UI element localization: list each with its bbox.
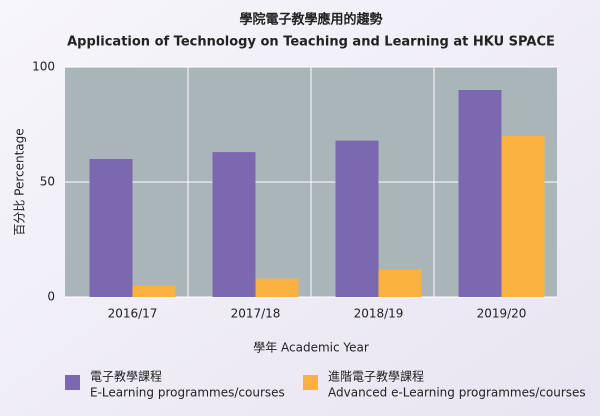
legend-label: Advanced e-Learning programmes/courses (328, 386, 586, 400)
x-tick-label: 2016/17 (108, 307, 158, 321)
chart-title: 學院電子教學應用的趨勢 (239, 12, 382, 28)
x-axis-label: 學年 Academic Year (253, 341, 369, 355)
y-tick-label: 50 (40, 175, 55, 189)
y-axis-label: 百分比 Percentage (13, 128, 27, 235)
legend-label: 電子教學課程 (90, 369, 162, 384)
bar (378, 269, 422, 297)
legend-label: E-Learning programmes/courses (90, 386, 285, 400)
x-tick-label: 2017/18 (231, 307, 281, 321)
legend-swatch (65, 375, 80, 390)
bar (89, 159, 133, 297)
bar (501, 136, 545, 297)
bar (255, 278, 299, 297)
x-tick-label: 2019/20 (477, 307, 527, 321)
y-tick-label: 100 (32, 60, 55, 74)
bar (132, 285, 176, 297)
legend-label: 進階電子教學課程 (328, 369, 424, 384)
bar (458, 90, 502, 297)
x-tick-label: 2018/19 (354, 307, 404, 321)
bar (212, 152, 256, 297)
legend-swatch (303, 375, 318, 390)
chart-subtitle: Application of Technology on Teaching an… (67, 35, 555, 50)
y-tick-label: 0 (47, 290, 55, 304)
bar (335, 140, 379, 297)
